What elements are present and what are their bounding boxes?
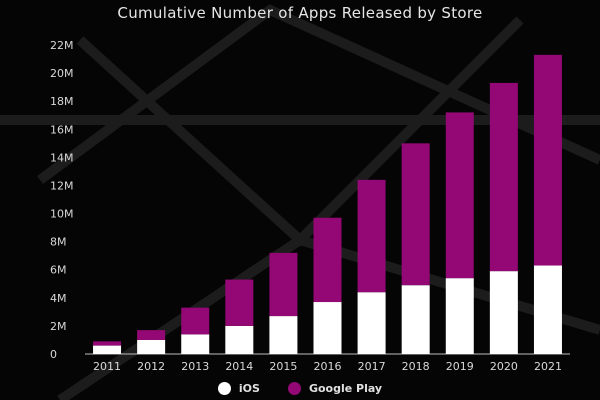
bar-google-play-2011 [93,341,122,346]
y-tick-label: 18M [50,95,74,108]
bar-ios-2019 [445,278,474,354]
legend-swatch-ios [217,382,231,395]
legend-item-ios: iOS [217,382,260,395]
bar-ios-2017 [357,292,386,354]
y-tick-label: 0 [50,348,57,361]
bar-ios-2015 [269,316,298,354]
bar-google-play-2021 [533,54,562,266]
legend-item-google-play: Google Play [287,382,383,395]
legend-label-google-play: Google Play [308,382,383,395]
y-tick-label: 6M [50,264,67,277]
bar-ios-2011 [93,345,122,354]
y-tick-label: 16M [50,123,74,136]
y-tick-label: 10M [50,208,74,221]
x-tick-label: 2012 [137,360,165,373]
x-tick-label: 2016 [314,360,342,373]
bar-ios-2012 [137,339,166,354]
bar-ios-2021 [533,265,562,354]
y-tick-label: 8M [50,236,67,249]
bar-google-play-2014 [225,279,254,326]
bar-ios-2018 [401,285,430,354]
bar-google-play-2013 [181,307,210,335]
y-tick-label: 22M [50,39,74,52]
legend-swatch-google-play [287,382,301,395]
chart-title: Cumulative Number of Apps Released by St… [117,4,483,22]
x-tick-label: 2017 [358,360,386,373]
x-tick-label: 2015 [269,360,297,373]
x-tick-label: 2019 [446,360,474,373]
bar-ios-2020 [489,271,518,354]
y-tick-label: 12M [50,179,74,192]
legend: iOS Google Play [0,382,600,395]
bar-google-play-2015 [269,252,298,317]
x-tick-label: 2011 [93,360,121,373]
bar-ios-2014 [225,325,254,354]
legend-label-ios: iOS [238,382,260,395]
bar-google-play-2019 [445,112,474,279]
y-tick-label: 20M [50,67,74,80]
bar-google-play-2018 [401,143,430,286]
bar-google-play-2017 [357,179,386,293]
x-tick-label: 2018 [402,360,430,373]
y-tick-label: 4M [50,292,67,305]
bar-ios-2016 [313,302,342,354]
bar-ios-2013 [181,334,210,354]
bar-google-play-2020 [489,82,518,272]
bar-google-play-2016 [313,217,342,303]
y-tick-label: 14M [50,151,74,164]
x-tick-label: 2014 [225,360,253,373]
x-tick-label: 2021 [534,360,562,373]
bar-google-play-2012 [137,330,166,340]
x-tick-label: 2020 [490,360,518,373]
x-tick-label: 2013 [181,360,209,373]
y-tick-label: 2M [50,320,67,333]
